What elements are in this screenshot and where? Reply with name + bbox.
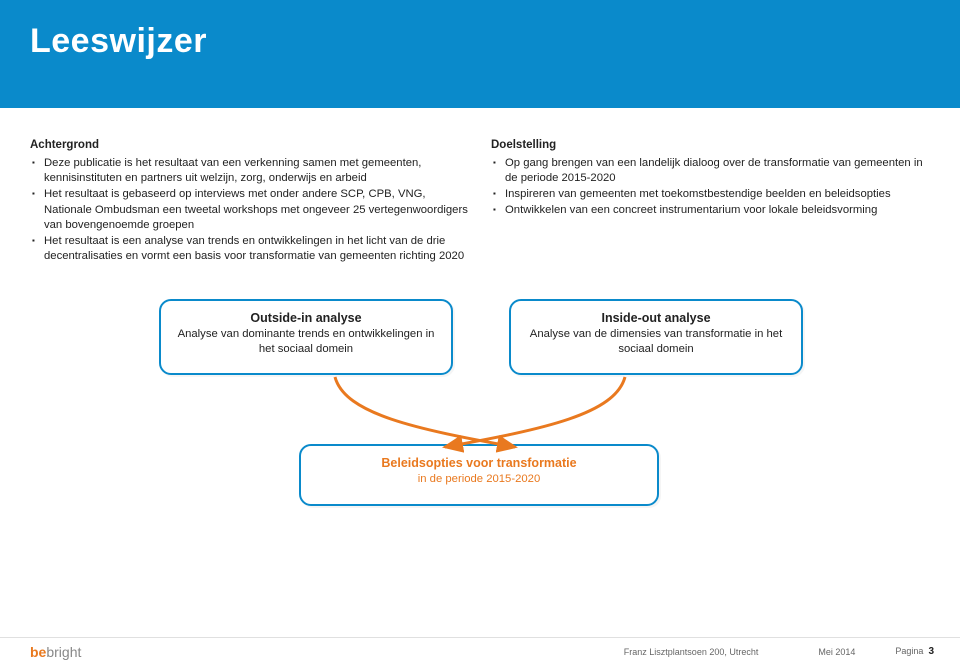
footer-address: Franz Lisztplantsoen 200, Utrecht — [624, 647, 759, 657]
list-item: Het resultaat is gebaseerd op interviews… — [30, 187, 469, 234]
box-outside-in: Outside-in analyse Analyse van dominante… — [159, 299, 453, 375]
box-beleidsopties: Beleidsopties voor transformatie in de p… — [299, 444, 659, 506]
heading-achtergrond: Achtergrond — [30, 138, 469, 154]
page-label: Pagina — [895, 646, 923, 656]
list-achtergrond: Deze publicatie is het resultaat van een… — [30, 156, 469, 265]
slide-footer: bebright Franz Lisztplantsoen 200, Utrec… — [0, 637, 960, 665]
column-achtergrond: Achtergrond Deze publicatie is het resul… — [30, 138, 469, 265]
page-number: 3 — [928, 646, 934, 657]
slide-header: Leeswijzer — [0, 0, 960, 108]
list-doelstelling: Op gang brengen van een landelijk dialoo… — [491, 156, 930, 218]
list-item: Deze publicatie is het resultaat van een… — [30, 156, 469, 187]
content-columns: Achtergrond Deze publicatie is het resul… — [0, 108, 960, 265]
list-item: Op gang brengen van een landelijk dialoo… — [491, 156, 930, 187]
list-item: Inspireren van gemeenten met toekomstbes… — [491, 187, 930, 203]
logo-part-be: be — [30, 644, 46, 660]
box-subtitle: in de periode 2015-2020 — [315, 472, 643, 487]
list-item: Ontwikkelen van een concreet instrumenta… — [491, 203, 930, 219]
box-subtitle: Analyse van dominante trends en ontwikke… — [175, 327, 437, 358]
box-inside-out: Inside-out analyse Analyse van de dimens… — [509, 299, 803, 375]
diagram: Outside-in analyse Analyse van dominante… — [95, 299, 865, 529]
footer-date: Mei 2014 — [818, 647, 855, 657]
page-title: Leeswijzer — [30, 22, 930, 61]
box-title: Beleidsopties voor transformatie — [315, 456, 643, 470]
footer-page: Pagina 3 — [895, 646, 934, 657]
logo-part-bright: bright — [46, 644, 81, 660]
heading-doelstelling: Doelstelling — [491, 138, 930, 154]
column-doelstelling: Doelstelling Op gang brengen van een lan… — [491, 138, 930, 265]
box-subtitle: Analyse van de dimensies van transformat… — [525, 327, 787, 358]
list-item: Het resultaat is een analyse van trends … — [30, 234, 469, 265]
box-title: Outside-in analyse — [175, 311, 437, 325]
logo-bebright: bebright — [30, 644, 81, 660]
box-title: Inside-out analyse — [525, 311, 787, 325]
